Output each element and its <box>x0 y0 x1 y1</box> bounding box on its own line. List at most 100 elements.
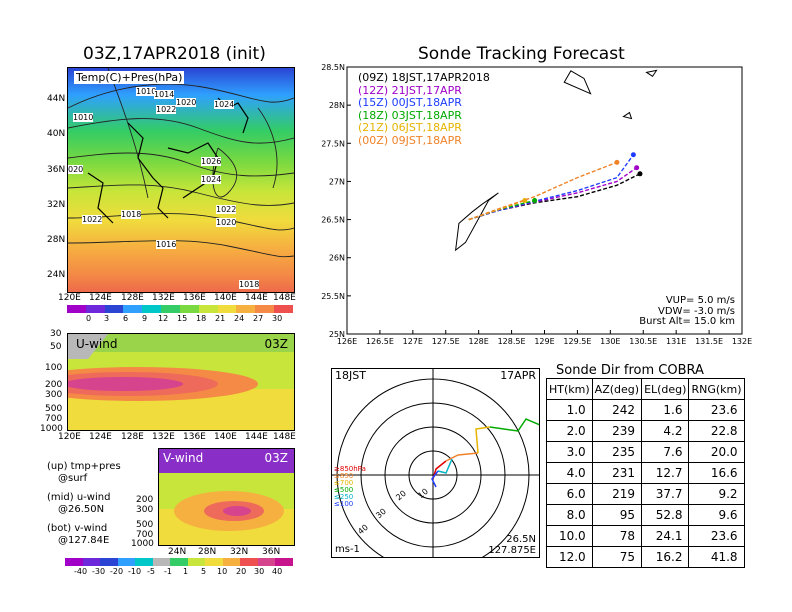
cell-el: 12.7 <box>641 462 690 484</box>
lon-tick: 124E <box>89 293 112 303</box>
cell-az: 239 <box>591 420 643 442</box>
legend-code: (12Z) <box>358 83 389 97</box>
wind-colorbar-label: 30 <box>254 567 265 576</box>
u-wind-panel: U-wind 03Z <box>67 333 295 431</box>
level-item: ≤250 <box>334 493 354 501</box>
hodo-unit: ms-1 <box>335 544 360 555</box>
note-bot-level: @127.84E <box>58 535 110 546</box>
x-tick-label: 128E <box>469 337 489 346</box>
colorbar-label: 21 <box>215 314 226 323</box>
table-header: HT(km) <box>546 378 593 400</box>
cell-ht: 1.0 <box>546 399 593 421</box>
level-item: ≥850hPa <box>334 465 366 473</box>
cell-ht: 6.0 <box>546 483 593 505</box>
table-header: EL(deg) <box>641 378 690 400</box>
y-tick-label: 28.5N <box>321 63 345 72</box>
cell-az: 78 <box>591 525 643 547</box>
hodo-time: 18JST <box>335 369 366 382</box>
legend-item: (15Z) 00JST,18APR <box>358 96 490 110</box>
v-wind-xtick: 36N <box>262 547 281 557</box>
u-wind-ytick: 200 <box>45 380 63 390</box>
isobar-label: 1010 <box>73 113 94 122</box>
lon-tick: 128E <box>121 293 144 303</box>
lon-tick: 144E <box>245 293 268 303</box>
u-wind-xtick: 140E <box>214 432 237 442</box>
track-line <box>468 199 535 221</box>
cell-ht: 12.0 <box>546 546 593 568</box>
island-coast <box>645 69 658 78</box>
level-item: ≤100 <box>334 500 354 508</box>
isobar-label: 1022 <box>156 105 177 114</box>
y-tick-label: 26N <box>329 254 345 263</box>
track-endpoint <box>630 152 636 158</box>
cell-ht: 4.0 <box>546 462 593 484</box>
u-wind-field <box>68 334 294 430</box>
wind-colorbar-label: 40 <box>272 567 283 576</box>
table-row: 3.0 235 7.6 20.0 <box>546 441 745 463</box>
table-header: AZ(deg) <box>591 378 643 400</box>
param-vup: VUP= 5.0 m/s <box>665 295 735 306</box>
cell-rng: 9.6 <box>688 504 745 526</box>
y-tick-label: 25N <box>329 330 345 339</box>
cell-rng: 41.8 <box>688 546 745 568</box>
v-wind-xtick: 24N <box>168 547 187 557</box>
cell-rng: 23.6 <box>688 399 745 421</box>
u-wind-ytick: 300 <box>45 390 63 400</box>
cell-el: 4.2 <box>641 420 690 442</box>
wind-colorbar-label: -5 <box>147 567 155 576</box>
colorbar-label: 15 <box>177 314 188 323</box>
lon-tick: 140E <box>214 293 237 303</box>
y-tick-label: 27N <box>329 177 345 186</box>
y-tick-label: 28N <box>329 101 345 110</box>
colorbar-label: 6 <box>123 314 129 323</box>
cell-el: 16.2 <box>641 546 690 568</box>
v-wind-ytick: 500 <box>136 520 154 530</box>
wind-colorbar <box>65 558 293 566</box>
track-line <box>468 161 618 221</box>
isobar-label: 1016 <box>156 240 177 249</box>
legend-item: (12Z) 21JST,17APR <box>358 83 490 98</box>
y-tick-label: 27.5N <box>321 139 345 148</box>
u-wind-ytick: 100 <box>45 363 63 373</box>
legend-time: 18JST,17APR2018 <box>391 71 490 84</box>
wind-colorbar-label: -40 <box>74 567 88 576</box>
lon-tick: 148E <box>273 293 296 303</box>
v-wind-label: V-wind <box>163 451 204 465</box>
u-wind-label: U-wind <box>76 337 118 351</box>
wind-colorbar-label: 10 <box>217 567 228 576</box>
okinawa-coast <box>454 192 499 252</box>
legend-item: (09Z) 18JST,17APR2018 <box>358 71 490 85</box>
cell-el: 7.6 <box>641 441 690 463</box>
colorbar-label: 27 <box>253 314 264 323</box>
colorbar-label: 0 <box>86 314 92 323</box>
x-tick-label: 126.5E <box>366 337 394 346</box>
table-row: 8.0 95 52.8 9.6 <box>546 504 745 526</box>
legend-code: (15Z) <box>358 96 389 109</box>
u-wind-xtick: 124E <box>89 432 112 442</box>
isobar-label: 1018 <box>239 280 260 289</box>
cell-az: 242 <box>591 399 643 421</box>
cell-az: 95 <box>591 504 643 526</box>
isobar-label: 1014 <box>154 90 175 99</box>
x-tick-label: 132E <box>732 337 752 346</box>
table-row: 1.0 242 1.6 23.6 <box>546 399 745 421</box>
param-burst: Burst Alt= 15.0 km <box>639 316 735 327</box>
hodo-level-legend: ≥850hPa ≤850 ≤700 ≤500 ≤250 ≤100 <box>334 466 366 508</box>
hodo-date: 17APR <box>500 369 536 382</box>
table-row: 2.0 239 4.2 22.8 <box>546 420 745 442</box>
note-up-level: @surf <box>58 473 88 484</box>
v-wind-xtick: 28N <box>198 547 217 557</box>
cell-rng: 16.6 <box>688 462 745 484</box>
map-label: Temp(C)+Pres(hPa) <box>74 71 185 84</box>
table-header: RNG(km) <box>688 378 745 400</box>
track-line <box>468 154 634 221</box>
track-endpoint <box>637 171 643 177</box>
legend-time: 00JST,18APR <box>391 96 462 109</box>
colorbar-label: 24 <box>234 314 245 323</box>
table-header-row: HT(km) AZ(deg) EL(deg) RNG(km) <box>546 378 745 400</box>
x-tick-label: 130E <box>600 337 620 346</box>
track-legend: (09Z) 18JST,17APR2018 (12Z) 21JST,17APR … <box>358 71 490 147</box>
colorbar-label: 30 <box>272 314 283 323</box>
cell-rng: 23.6 <box>688 525 745 547</box>
param-vdw: VDW= -3.0 m/s <box>658 305 735 317</box>
